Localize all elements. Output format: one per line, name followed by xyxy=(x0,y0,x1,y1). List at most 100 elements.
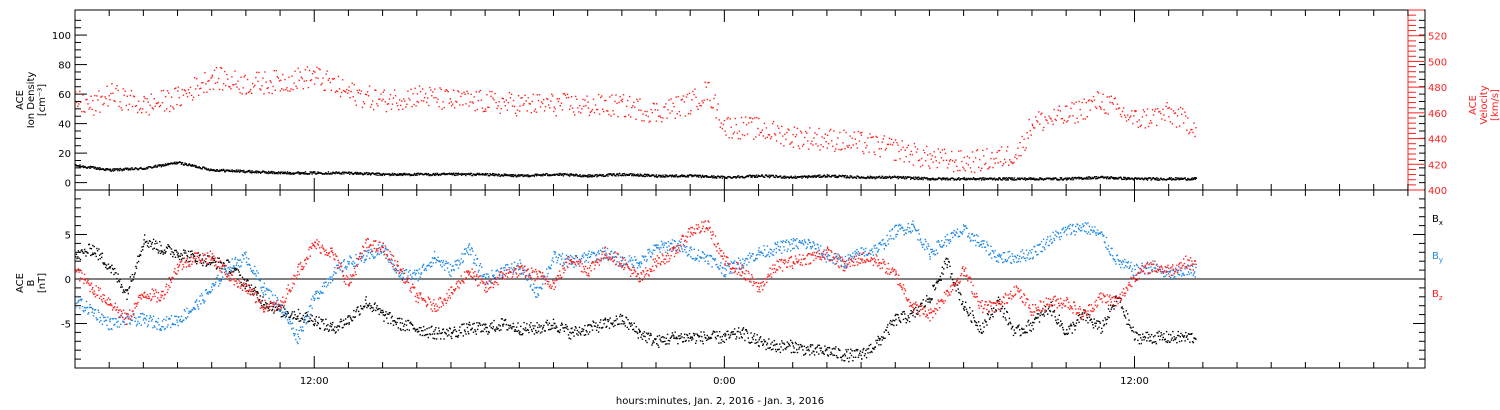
density-series-point xyxy=(123,169,125,171)
density-series-point xyxy=(1160,177,1162,179)
density-series-point xyxy=(607,175,609,177)
velocity-series-point xyxy=(746,133,749,135)
density-series-point xyxy=(396,174,398,177)
bx-series-point xyxy=(519,333,521,336)
velocity-series-point xyxy=(918,159,921,161)
velocity-series-point xyxy=(1070,107,1072,110)
bx-series-point xyxy=(851,350,853,352)
by-series xyxy=(75,220,1197,345)
density-series-point xyxy=(980,177,982,179)
bx-series-point xyxy=(386,317,388,319)
velocity-series-point xyxy=(331,78,334,80)
bx-series-point xyxy=(528,331,530,334)
bx-series-point xyxy=(739,331,741,333)
velocity-series-point xyxy=(390,108,393,110)
bx-series-point xyxy=(561,322,563,324)
bx-series-point xyxy=(783,343,786,346)
bx-series-point xyxy=(627,319,629,321)
bx-series-point xyxy=(1169,341,1171,343)
density-series-point xyxy=(299,173,302,175)
velocity-series-point xyxy=(1110,95,1112,97)
bx-series-point xyxy=(471,327,473,329)
velocity-series-point xyxy=(1111,102,1113,104)
velocity-series-point xyxy=(690,110,692,112)
velocity-series-point xyxy=(293,82,295,84)
velocity-series-point xyxy=(416,100,418,103)
density-series-point xyxy=(503,173,505,175)
bx-series-point xyxy=(737,330,739,333)
velocity-series-point xyxy=(469,101,471,103)
density-series-point xyxy=(1079,176,1081,179)
velocity-series-point xyxy=(138,109,141,111)
bx-series-point xyxy=(418,330,420,332)
bx-series-point xyxy=(1168,341,1171,343)
bx-series-point xyxy=(388,313,390,315)
velocity-series-point xyxy=(1041,112,1043,114)
velocity-series-point xyxy=(1090,99,1093,102)
velocity-series-point xyxy=(164,96,167,98)
bx-series-point xyxy=(770,349,773,351)
bx-series-point xyxy=(515,326,518,328)
density-series-point xyxy=(255,172,258,174)
density-series-point xyxy=(191,164,194,166)
bx-series-point xyxy=(772,348,774,350)
bx-series-point xyxy=(427,336,430,339)
bx-series-point xyxy=(941,266,944,268)
bx-series-point xyxy=(524,327,527,329)
density-series-point xyxy=(1123,176,1125,179)
density-series-point xyxy=(282,172,284,175)
density-series-point xyxy=(1110,176,1113,178)
bx-series-point xyxy=(153,247,155,249)
bx-series-point xyxy=(355,309,358,311)
density-series-point xyxy=(1153,178,1155,180)
density-series-point xyxy=(228,170,230,172)
bx-series-point xyxy=(971,321,973,323)
velocity-series-point xyxy=(790,142,792,144)
density-series-point xyxy=(644,175,646,178)
density-series-point xyxy=(244,171,247,174)
panel-frames xyxy=(74,9,1426,369)
velocity-series-point xyxy=(141,111,143,114)
bx-series-point xyxy=(1039,314,1041,317)
velocity-series-point xyxy=(1157,108,1159,110)
bx-series-point xyxy=(271,308,274,311)
velocity-series-point xyxy=(663,106,665,108)
bx-series-point xyxy=(567,334,570,336)
bx-series-point xyxy=(184,250,186,252)
bx-series-point xyxy=(218,257,220,259)
bx-series-point xyxy=(1079,314,1081,316)
velocity-series-point xyxy=(1189,131,1191,133)
velocity-y-tick-label: 500 xyxy=(1428,57,1447,68)
bx-series-point xyxy=(1139,334,1141,336)
velocity-series-point xyxy=(1122,107,1125,109)
bx-series-point xyxy=(932,285,935,288)
density-series-point xyxy=(352,173,355,176)
bx-series-point xyxy=(829,353,831,356)
bx-series-point xyxy=(807,346,809,348)
density-series-point xyxy=(250,171,252,173)
density-series-point xyxy=(468,172,470,175)
velocity-series-point xyxy=(587,101,589,103)
velocity-series-point xyxy=(361,106,364,109)
velocity-series-point xyxy=(792,133,794,136)
density-series-point xyxy=(119,167,121,170)
bx-series-point xyxy=(1137,334,1140,336)
density-series-point xyxy=(983,179,986,181)
velocity-series-point xyxy=(742,121,745,124)
bx-series-point xyxy=(651,342,654,344)
velocity-series-point xyxy=(607,110,609,112)
bx-series-point xyxy=(384,314,386,317)
density-series-point xyxy=(398,173,400,175)
density-series-point xyxy=(511,175,513,177)
velocity-series-point xyxy=(1001,164,1004,167)
velocity-series-point xyxy=(1112,103,1114,105)
velocity-series-point xyxy=(893,159,896,161)
density-series-point xyxy=(424,173,427,175)
bx-series-point xyxy=(338,325,340,327)
velocity-series-point xyxy=(1139,125,1141,128)
velocity-series-point xyxy=(496,107,498,109)
density-series-point xyxy=(247,170,249,173)
velocity-series-point xyxy=(568,108,571,110)
velocity-series-point xyxy=(679,114,681,117)
velocity-series-point xyxy=(1057,109,1059,111)
